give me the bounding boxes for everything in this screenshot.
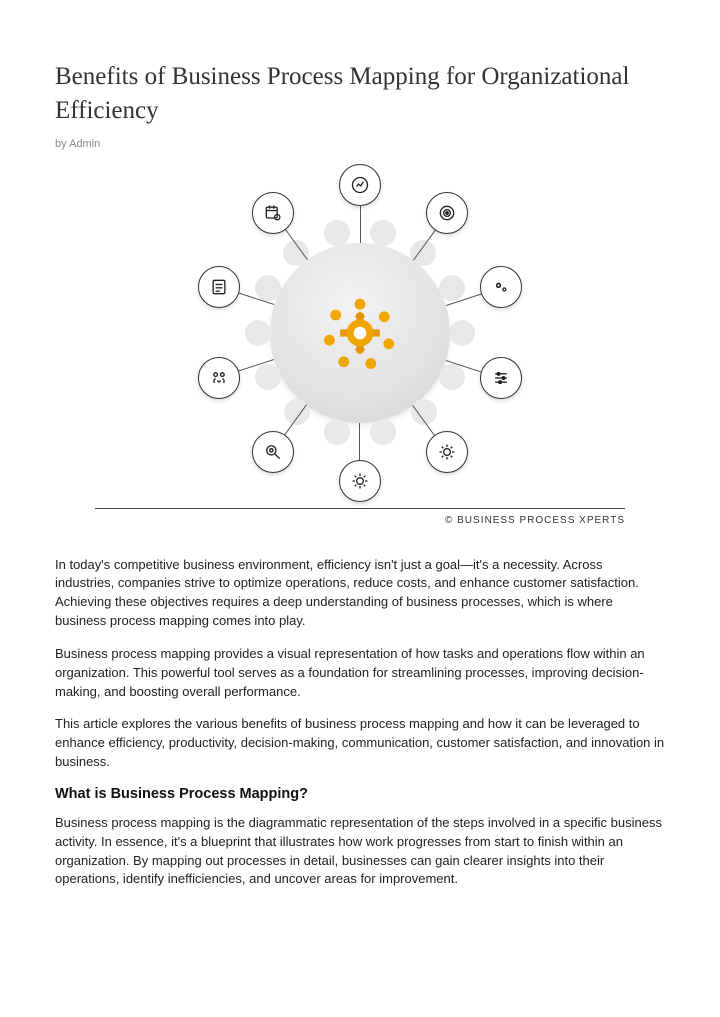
diagram-container (55, 168, 665, 498)
ring-dot (370, 419, 396, 445)
section-heading: What is Business Process Mapping? (55, 786, 665, 802)
ring-dot (439, 364, 465, 390)
search-gear-node-icon (252, 431, 294, 473)
sliders-node-icon (480, 357, 522, 399)
credit-divider (95, 508, 625, 509)
center-gear-cluster-icon (315, 288, 405, 378)
intro-paragraph-1: In today's competitive business environm… (55, 556, 665, 631)
intro-paragraph-2: Business process mapping provides a visu… (55, 645, 665, 702)
gear-node-icon (339, 460, 381, 502)
ring-dot (449, 320, 475, 346)
ring-dot (255, 364, 281, 390)
checklist-node-icon (198, 266, 240, 308)
ring-dot (324, 419, 350, 445)
calendar-gear-node-icon (252, 192, 294, 234)
section-paragraph: Business process mapping is the diagramm… (55, 814, 665, 889)
ring-dot (439, 275, 465, 301)
chart-node-icon (339, 164, 381, 206)
gears-node-icon (480, 266, 522, 308)
ring-dot (324, 220, 350, 246)
page-title: Benefits of Business Process Mapping for… (55, 60, 665, 128)
target-node-icon (426, 192, 468, 234)
gear-node-icon (426, 431, 468, 473)
people-arrows-node-icon (198, 357, 240, 399)
image-credit: © BUSINESS PROCESS XPERTS (55, 515, 625, 526)
radial-diagram (125, 168, 595, 498)
intro-paragraph-3: This article explores the various benefi… (55, 715, 665, 772)
ring-dot (245, 320, 271, 346)
byline: by Admin (55, 138, 665, 150)
ring-dot (370, 220, 396, 246)
